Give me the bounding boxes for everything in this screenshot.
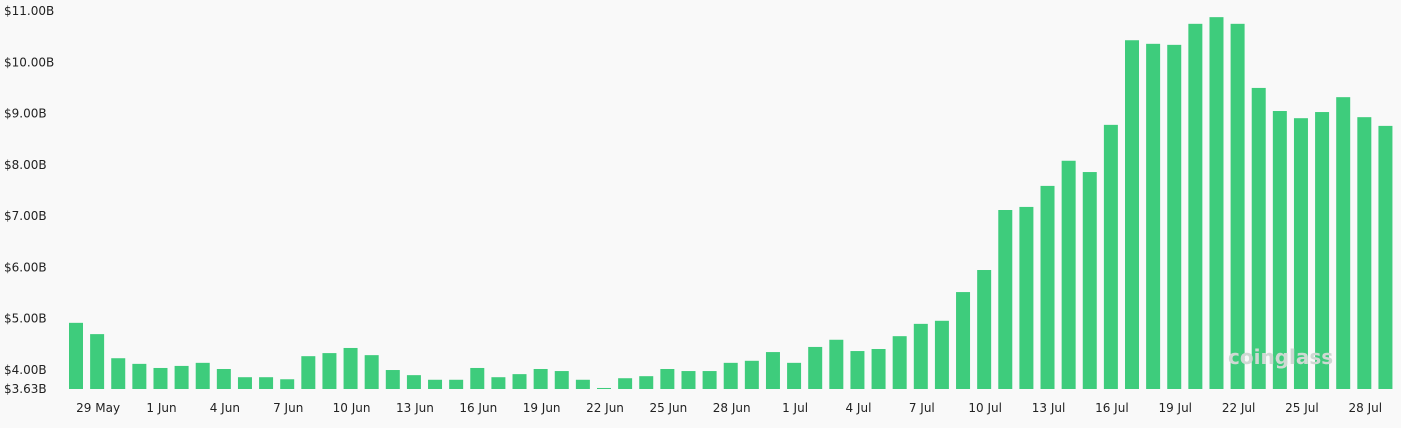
bar-18-jun[interactable] (512, 374, 527, 389)
bar-26-jul[interactable] (1315, 112, 1330, 389)
bar-6-jun[interactable] (259, 377, 274, 389)
bars-group (69, 17, 1393, 390)
bar-24-jun[interactable] (639, 376, 654, 389)
bar-30-jun[interactable] (765, 352, 780, 389)
bar-11-jun[interactable] (364, 355, 379, 389)
y-tick-label: $10.00B (4, 55, 54, 69)
bar-13-jul[interactable] (1040, 185, 1055, 389)
bar-28-jul[interactable] (1357, 117, 1372, 390)
bar-14-jun[interactable] (428, 379, 443, 389)
x-tick-label: 13 Jul (1032, 401, 1066, 415)
bar-26-jun[interactable] (681, 371, 696, 389)
bar-7-jun[interactable] (280, 379, 295, 389)
x-tick-label: 28 Jun (713, 401, 751, 415)
bar-29-may[interactable] (90, 334, 105, 389)
y-axis: $11.00B $10.00B $9.00B $8.00B $7.00B $6.00B $5… (4, 4, 54, 396)
bar-9-jun[interactable] (322, 353, 337, 389)
bar-9-jul[interactable] (956, 292, 971, 389)
bar-13-jun[interactable] (406, 375, 421, 389)
bar-12-jun[interactable] (385, 370, 400, 389)
bar-2-jul[interactable] (808, 346, 823, 389)
bar-24-jul[interactable] (1272, 111, 1287, 390)
y-tick-label: $5.00B (4, 312, 47, 326)
watermark: coinglass (1228, 345, 1333, 369)
bar-10-jul[interactable] (977, 270, 992, 389)
bar-11-jul[interactable] (998, 210, 1013, 389)
bar-19-jul[interactable] (1167, 44, 1182, 390)
y-tick-label: $8.00B (4, 158, 47, 172)
bar-5-jul[interactable] (871, 348, 886, 389)
x-axis: 29 May 1 Jun 4 Jun 7 Jun 10 Jun 13 Jun 16 Jun 1… (76, 401, 1382, 415)
x-tick-label: 1 Jun (146, 401, 176, 415)
bar-25-jun[interactable] (660, 368, 675, 389)
bar-16-jul[interactable] (1103, 124, 1118, 389)
bar-1-jul[interactable] (787, 362, 802, 389)
bar-5-jun[interactable] (237, 377, 252, 389)
bar-1-jun[interactable] (153, 367, 168, 389)
x-tick-label: 22 Jul (1222, 401, 1256, 415)
bar-18-jul[interactable] (1146, 43, 1161, 390)
bar-20-jul[interactable] (1188, 23, 1203, 389)
bar-23-jun[interactable] (618, 378, 633, 389)
bar-14-jul[interactable] (1061, 160, 1076, 389)
bar-10-jun[interactable] (343, 347, 358, 389)
bar-8-jul[interactable] (934, 320, 949, 389)
x-tick-label: 19 Jul (1158, 401, 1192, 415)
bar-15-jun[interactable] (449, 379, 464, 389)
bar-22-jun[interactable] (597, 387, 611, 389)
bar-7-jul[interactable] (913, 323, 928, 389)
bar-4-jun[interactable] (216, 368, 231, 389)
bar-2-jun[interactable] (174, 365, 189, 389)
bar-22-jul[interactable] (1230, 23, 1245, 389)
x-tick-label: 29 May (76, 401, 120, 415)
bar-21-jul[interactable] (1209, 17, 1224, 389)
x-tick-label: 7 Jul (909, 401, 935, 415)
x-tick-label: 1 Jul (782, 401, 808, 415)
y-tick-label: $6.00B (4, 260, 47, 274)
bar-27-jun[interactable] (702, 371, 717, 389)
bar-12-jul[interactable] (1019, 206, 1034, 389)
y-tick-label: $7.00B (4, 209, 47, 223)
x-tick-label: 7 Jun (273, 401, 303, 415)
bar-6-jul[interactable] (892, 336, 907, 389)
bar-4-jul[interactable] (850, 351, 865, 389)
bar-20-jun[interactable] (554, 371, 569, 389)
bar-30-may[interactable] (111, 358, 126, 389)
x-tick-label: 10 Jun (333, 401, 371, 415)
bar-21-jun[interactable] (575, 379, 590, 389)
bar-3-jun[interactable] (195, 362, 210, 389)
bar-29-jul[interactable] (1378, 125, 1393, 389)
bar-16-jun[interactable] (470, 367, 485, 389)
x-tick-label: 25 Jun (649, 401, 687, 415)
x-tick-label: 4 Jun (210, 401, 240, 415)
x-tick-label: 19 Jun (523, 401, 561, 415)
bar-23-jul[interactable] (1251, 87, 1266, 389)
bar-28-may[interactable] (69, 322, 83, 389)
y-tick-label: $9.00B (4, 107, 47, 121)
bar-3-jul[interactable] (829, 339, 844, 389)
bar-31-may[interactable] (132, 363, 147, 389)
x-tick-label: 16 Jun (459, 401, 497, 415)
bar-8-jun[interactable] (301, 356, 316, 389)
y-tick-label: $11.00B (4, 4, 54, 18)
bar-15-jul[interactable] (1082, 172, 1097, 389)
x-tick-label: 4 Jul (845, 401, 871, 415)
bar-28-jun[interactable] (723, 362, 738, 389)
x-tick-label: 16 Jul (1095, 401, 1129, 415)
bar-17-jun[interactable] (491, 377, 506, 389)
y-tick-label: $4.00B (4, 363, 47, 377)
x-tick-label: 28 Jul (1349, 401, 1383, 415)
x-tick-label: 22 Jun (586, 401, 624, 415)
bar-25-jul[interactable] (1293, 118, 1308, 389)
bar-17-jul[interactable] (1125, 40, 1139, 389)
bar-27-jul[interactable] (1336, 97, 1351, 390)
x-tick-label: 10 Jul (968, 401, 1002, 415)
bar-29-jun[interactable] (744, 360, 759, 389)
x-tick-label: 13 Jun (396, 401, 434, 415)
y-tick-label: $3.63B (4, 382, 47, 396)
bar-19-jun[interactable] (533, 368, 548, 389)
x-tick-label: 25 Jul (1285, 401, 1319, 415)
